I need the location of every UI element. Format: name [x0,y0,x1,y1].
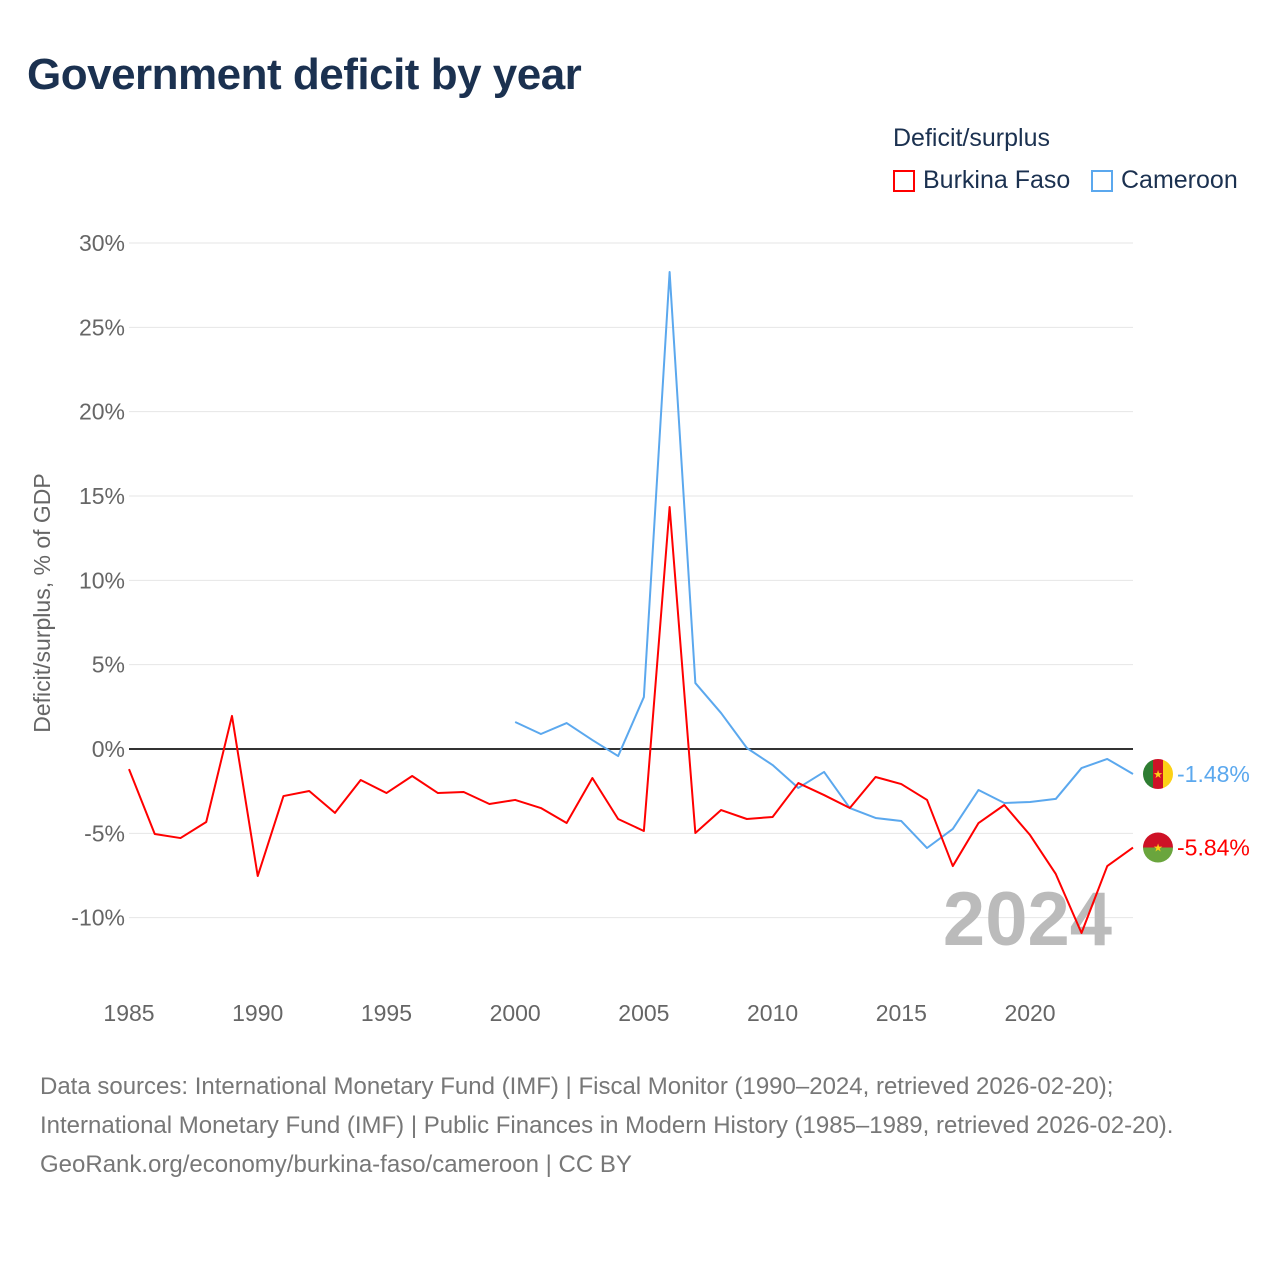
y-tick-label: 10% [79,567,125,593]
star-icon: ★ [1153,843,1163,855]
x-tick-label: 1990 [232,1000,283,1026]
y-tick-label: 15% [79,483,125,509]
x-tick-label: 1985 [103,1000,154,1026]
series-line-burkina-faso [128,505,1134,935]
series-line-cameroon [514,271,1134,850]
x-tick-label: 2010 [747,1000,798,1026]
year-watermark: 2024 [943,877,1112,962]
data-sources: Data sources: International Monetary Fun… [40,1073,1174,1139]
x-tick-label: 2020 [1004,1000,1055,1026]
end-label-cameroon: -1.48% [1177,761,1250,787]
y-tick-label: 5% [92,652,125,678]
footer: Data sources: International Monetary Fun… [40,1067,1240,1184]
legend-label: Burkina Faso [923,166,1071,194]
legend-title: Deficit/surplus [893,124,1050,152]
y-tick-label: 20% [79,399,125,425]
legend-item-burkina-faso[interactable]: Burkina Faso [893,166,1070,195]
star-icon: ★ [1153,769,1163,781]
x-tick-label: 1995 [361,1000,412,1026]
y-tick-label: 25% [79,314,125,340]
y-tick-label: -10% [71,905,125,931]
y-tick-label: -5% [84,820,125,846]
y-tick-label: 30% [79,230,125,256]
y-tick-label: 0% [92,736,125,762]
credit-link[interactable]: GeoRank.org/economy/burkina-faso/cameroo… [40,1151,632,1178]
legend-label: Cameroon [1121,166,1238,194]
x-tick-label: 2005 [618,1000,669,1026]
chart-title: Government deficit by year [27,50,582,99]
x-tick-label: 2000 [490,1000,541,1026]
cameroon-flag-icon [1143,758,1173,789]
end-label-burkina-faso: -5.84% [1177,835,1250,861]
legend-item-cameroon[interactable]: Cameroon [1091,166,1238,195]
legend-swatch [893,169,915,192]
y-axis-label: Deficit/surplus, % of GDP [29,473,55,732]
x-tick-label: 2015 [876,1000,927,1026]
legend-swatch [1091,169,1113,192]
burkina-faso-flag-icon [1143,832,1173,863]
